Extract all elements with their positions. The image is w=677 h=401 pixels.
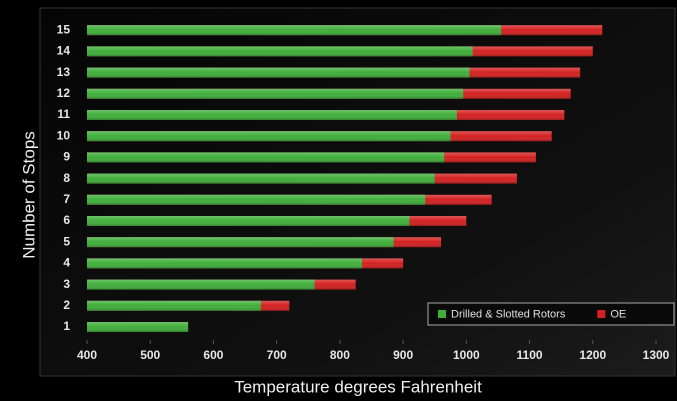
y-axis-label: Number of Stops bbox=[19, 131, 38, 259]
y-tick-label: 13 bbox=[57, 65, 71, 79]
bar-shine bbox=[87, 25, 502, 36]
y-tick-label: 11 bbox=[57, 107, 70, 121]
x-tick-label: 1100 bbox=[517, 348, 543, 362]
x-tick-label: 700 bbox=[267, 348, 287, 362]
y-tick-label: 5 bbox=[63, 234, 70, 248]
y-tick-label: 4 bbox=[63, 256, 70, 270]
x-tick-label: 400 bbox=[77, 348, 97, 362]
bar-shine bbox=[87, 279, 315, 290]
bar-shine bbox=[87, 194, 426, 205]
x-tick-label: 1200 bbox=[579, 348, 606, 362]
y-tick-label: 2 bbox=[63, 298, 70, 312]
bar-shine bbox=[87, 131, 451, 142]
y-tick-label: 3 bbox=[63, 277, 70, 291]
y-tick-label: 6 bbox=[63, 213, 70, 227]
y-tick-label: 14 bbox=[57, 44, 71, 58]
x-tick-label: 1300 bbox=[643, 348, 670, 362]
y-tick-label: 10 bbox=[57, 128, 71, 142]
x-tick-label: 1000 bbox=[453, 348, 480, 362]
bar-shine bbox=[87, 322, 189, 332]
y-tick-label: 8 bbox=[63, 171, 70, 185]
bar-shine bbox=[87, 258, 363, 269]
y-tick-label: 1 bbox=[63, 319, 70, 333]
x-tick-label: 800 bbox=[330, 348, 350, 362]
bar-shine bbox=[87, 110, 457, 120]
x-tick-label: 600 bbox=[203, 348, 223, 362]
bar-shine bbox=[87, 300, 261, 311]
bar-shine bbox=[87, 67, 470, 78]
legend-swatch bbox=[597, 310, 606, 318]
legend-swatch bbox=[438, 310, 446, 318]
x-axis-label: Temperature degrees Fahrenheit bbox=[234, 377, 482, 396]
bar-shine bbox=[87, 88, 464, 99]
x-tick-label: 500 bbox=[140, 348, 160, 362]
legend-box bbox=[427, 302, 675, 326]
legend-label: OE bbox=[610, 308, 626, 320]
bar-shine bbox=[87, 237, 394, 248]
bar-shine bbox=[87, 46, 473, 57]
x-tick-label: 900 bbox=[393, 348, 413, 362]
y-tick-label: 12 bbox=[57, 86, 71, 100]
y-tick-label: 9 bbox=[63, 150, 70, 164]
bar-shine bbox=[87, 152, 445, 163]
legend-label: Drilled & Slotted Rotors bbox=[451, 308, 566, 320]
bar-shine bbox=[87, 216, 410, 226]
y-tick-label: 7 bbox=[63, 192, 70, 206]
bar-shine bbox=[87, 173, 435, 184]
y-tick-label: 15 bbox=[57, 22, 71, 36]
